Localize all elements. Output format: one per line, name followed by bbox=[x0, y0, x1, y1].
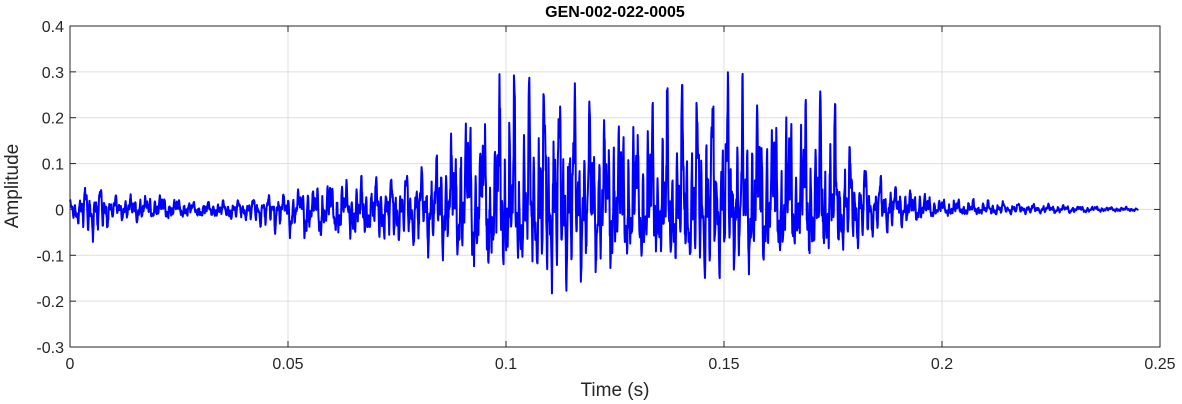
chart-title: GEN-002-022-0005 bbox=[545, 4, 685, 21]
y-tick-label: -0.3 bbox=[36, 340, 64, 357]
x-tick-label: 0.05 bbox=[272, 356, 303, 373]
y-tick-label: 0 bbox=[55, 202, 64, 219]
y-tick-label: 0.1 bbox=[42, 157, 64, 174]
tick-marks bbox=[69, 25, 1161, 348]
x-tick-label: 0.2 bbox=[931, 356, 953, 373]
y-tick-label: 0.3 bbox=[42, 65, 64, 82]
y-tick-label: -0.2 bbox=[36, 294, 64, 311]
signal-series bbox=[69, 71, 1139, 295]
plot-frame bbox=[69, 25, 1161, 348]
y-tick-label: -0.1 bbox=[36, 248, 64, 265]
y-tick-label: 0.2 bbox=[42, 111, 64, 128]
y-tick-labels: -0.3 -0.2 -0.1 0 0.1 0.2 0.3 0.4 bbox=[36, 19, 64, 357]
x-tick-label: 0 bbox=[66, 356, 75, 373]
signal-line bbox=[69, 71, 1139, 295]
x-tick-label: 0.1 bbox=[495, 356, 517, 373]
x-tick-label: 0.15 bbox=[708, 356, 739, 373]
y-axis-label: Amplitude bbox=[2, 144, 23, 229]
y-tick-label: 0.4 bbox=[42, 19, 64, 36]
x-tick-labels: 0 0.05 0.1 0.15 0.2 0.25 bbox=[66, 356, 1176, 373]
x-axis-label: Time (s) bbox=[581, 380, 650, 401]
x-tick-label: 0.25 bbox=[1144, 356, 1175, 373]
